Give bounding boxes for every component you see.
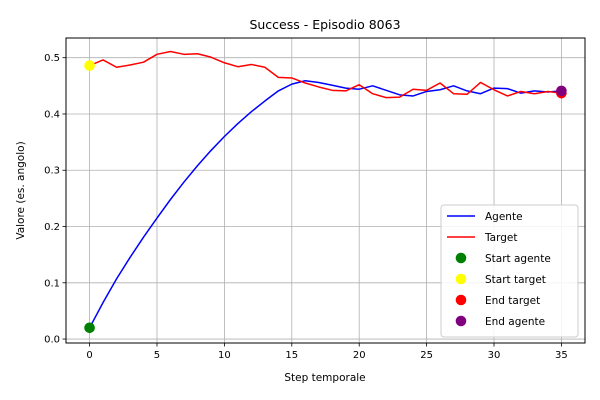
series-lines: [88, 50, 562, 329]
marker-start-target: [84, 60, 95, 71]
legend-swatch-start-agente: [455, 252, 467, 264]
legend: Agente Target Start agente Start target End …: [440, 204, 579, 338]
legend-label: Agente: [485, 211, 523, 223]
y-axis-label: Valore (es. angolo): [15, 141, 27, 239]
legend-box: [440, 204, 579, 338]
x-tick-label: 30: [488, 350, 501, 361]
series-line-target: [89, 50, 562, 99]
legend-label: Start agente: [485, 253, 551, 265]
x-tick-label: 0: [86, 350, 92, 361]
legend-swatch-end-agente: [455, 315, 467, 327]
legend-label: End target: [485, 295, 540, 307]
y-axis-ticks: 0.0 0.1 0.2 0.3 0.4 0.5: [44, 53, 66, 346]
x-tick-label: 35: [555, 350, 568, 361]
end-markers: [84, 60, 567, 334]
x-axis-label: Step temporale: [284, 372, 365, 384]
y-tick-label: 0.0: [44, 335, 60, 346]
x-tick-label: 15: [285, 350, 298, 361]
marker-end-agente: [556, 85, 567, 97]
y-tick-label: 0.2: [44, 222, 60, 233]
x-tick-label: 10: [218, 350, 231, 361]
legend-swatch-start-target: [455, 273, 467, 285]
x-tick-label: 20: [353, 350, 366, 361]
plot-frame: [65, 37, 586, 344]
x-tick-label: 25: [420, 350, 433, 361]
y-tick-label: 0.1: [44, 278, 60, 289]
legend-label: Target: [484, 232, 517, 244]
x-tick-label: 5: [154, 350, 160, 361]
series-line-agente: [88, 80, 562, 329]
y-tick-label: 0.4: [44, 109, 60, 120]
y-tick-label: 0.3: [44, 166, 60, 177]
legend-label: Start target: [485, 274, 546, 286]
legend-swatch-end-target: [455, 294, 467, 306]
chart-title: Success - Episodio 8063: [249, 17, 400, 32]
x-axis-ticks: 0 5 10 15 20 25 30 35: [86, 343, 568, 361]
y-tick-label: 0.5: [44, 53, 60, 64]
marker-start-agente: [84, 322, 95, 334]
legend-label: End agente: [485, 316, 545, 328]
